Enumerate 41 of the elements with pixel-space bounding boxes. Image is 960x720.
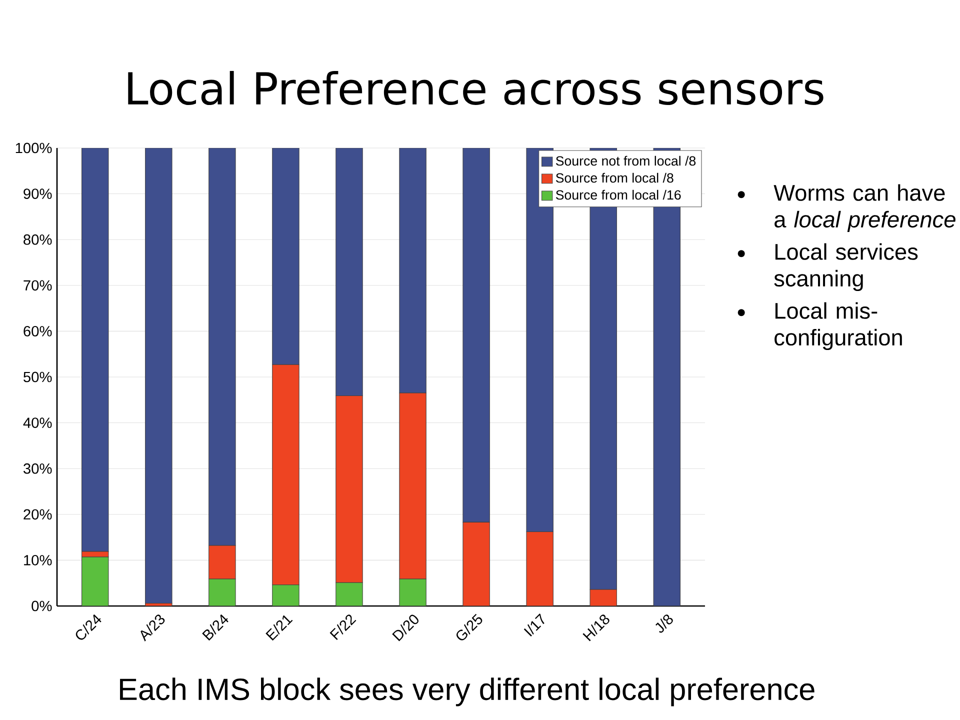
y-tick-label: 40% (23, 418, 52, 428)
y-tick-label: 50% (24, 372, 52, 382)
y-tick-label: 30% (24, 463, 52, 474)
y-tick-label: 0% (32, 600, 52, 612)
y-tick-label: 10% (24, 555, 52, 566)
bar (145, 148, 172, 604)
bar (272, 364, 300, 586)
text: Worms can have a local preference (774, 184, 956, 232)
legend-label: Source from local /16 (556, 190, 681, 200)
bar (336, 148, 363, 396)
bar (272, 148, 300, 365)
bar (462, 522, 490, 606)
text: Local services scanning (774, 243, 918, 292)
y-tick-label: 20% (24, 509, 52, 520)
legend-label: Source from local /8 (556, 172, 674, 183)
y-tick-label: 90% (24, 188, 52, 199)
y-tick-label: 100% (16, 142, 52, 154)
bar (82, 148, 109, 552)
bar (399, 392, 426, 580)
bar (399, 148, 426, 394)
bar (272, 584, 300, 606)
x-tick-label: I/17 (524, 614, 544, 636)
bar (208, 148, 236, 546)
chart-title: Local Preference across sensors (128, 70, 824, 106)
bar (462, 148, 490, 522)
bar (526, 148, 554, 532)
legend-label: Source not from local /8 (556, 156, 696, 166)
text: Each IMS block sees very different local preference (120, 678, 814, 706)
bar (82, 556, 109, 606)
bar (590, 589, 617, 606)
y-tick-label: 70% (24, 280, 52, 291)
bar (208, 578, 236, 606)
x-tick-label: J/8 (656, 614, 673, 633)
bar (208, 545, 236, 580)
y-tick-label: 60% (24, 326, 52, 336)
bar (336, 582, 363, 606)
bar (399, 578, 426, 606)
bar (336, 395, 363, 583)
text: Local mis-configuration (774, 302, 902, 350)
y-tick-label: 80% (24, 234, 52, 245)
bar (526, 532, 554, 606)
